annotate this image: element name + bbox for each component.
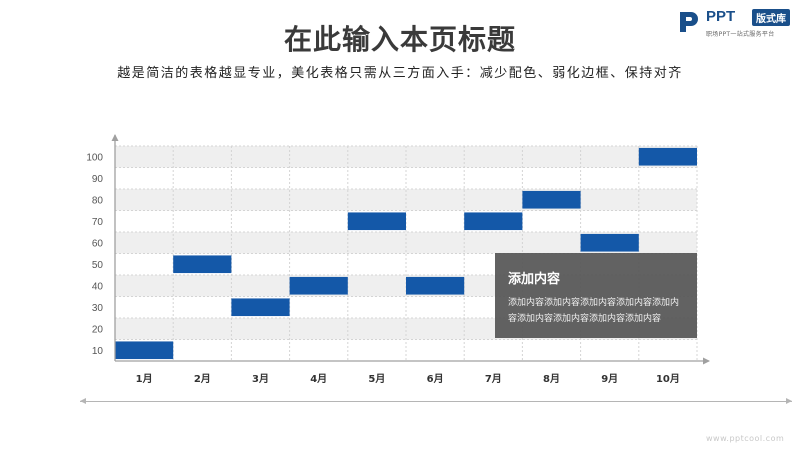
y-tick-labels: 10 20 30 40 50 60 70 80 90 100 bbox=[86, 152, 103, 357]
x-tick-label: 1月 bbox=[136, 373, 153, 385]
timeline-bar bbox=[231, 298, 290, 317]
y-tick-label: 80 bbox=[92, 195, 104, 206]
timeline-bar bbox=[522, 190, 581, 209]
bottom-divider bbox=[80, 398, 792, 404]
x-tick-label: 2月 bbox=[194, 373, 211, 385]
y-tick-label: 10 bbox=[92, 346, 104, 357]
y-tick-label: 30 bbox=[92, 303, 104, 314]
x-tick-label: 4月 bbox=[310, 373, 327, 385]
x-tick-labels: 1月 2月 3月 4月 5月 6月 7月 8月 9月 10月 bbox=[136, 373, 680, 385]
timeline-bar bbox=[638, 147, 697, 166]
y-tick-label: 50 bbox=[92, 260, 104, 271]
x-tick-label: 7月 bbox=[485, 373, 502, 385]
timeline-bar bbox=[173, 255, 232, 274]
logo-badge: 版式库 bbox=[752, 9, 790, 26]
timeline-bar bbox=[115, 341, 174, 360]
grid-band bbox=[115, 146, 697, 168]
x-tick-label: 6月 bbox=[427, 373, 444, 385]
x-axis-arrow-icon bbox=[703, 357, 710, 365]
y-tick-label: 40 bbox=[92, 281, 104, 292]
x-tick-label: 5月 bbox=[368, 373, 385, 385]
chart-bars bbox=[115, 147, 697, 360]
page-subtitle: 越是简洁的表格越显专业，美化表格只需从三方面入手：减少配色、弱化边框、保持对齐 bbox=[117, 66, 683, 81]
logo-name: PPT bbox=[706, 8, 736, 25]
x-tick-label: 3月 bbox=[252, 373, 269, 385]
logo-p-icon bbox=[680, 12, 698, 32]
watermark: www.pptcool.com bbox=[706, 434, 785, 443]
y-tick-label: 70 bbox=[92, 217, 104, 228]
brand-logo[interactable]: PPT 版式库 职场PPT一站式服务平台 bbox=[678, 8, 798, 40]
note-box: 添加内容 添加内容添加内容添加内容添加内容添加内容添加内容添加内容添加内容添加内… bbox=[495, 253, 697, 338]
y-tick-label: 90 bbox=[92, 174, 104, 185]
y-axis-arrow-icon bbox=[111, 134, 119, 141]
timeline-bar bbox=[464, 212, 523, 231]
chart-axes bbox=[111, 134, 710, 365]
timeline-bar bbox=[347, 212, 406, 231]
x-tick-label: 8月 bbox=[543, 373, 560, 385]
timeline-bar bbox=[406, 276, 465, 295]
y-tick-label: 20 bbox=[92, 324, 104, 335]
x-tick-label: 10月 bbox=[656, 373, 680, 385]
x-tick-label: 9月 bbox=[601, 373, 618, 385]
page-title: 在此输入本页标题 bbox=[283, 23, 516, 56]
timeline-bar bbox=[289, 276, 348, 295]
y-tick-label: 60 bbox=[92, 238, 104, 249]
note-title: 添加内容 bbox=[508, 272, 561, 287]
logo-slogan: 职场PPT一站式服务平台 bbox=[706, 31, 775, 38]
timeline-bar bbox=[580, 233, 639, 252]
y-tick-label: 100 bbox=[86, 152, 103, 163]
note-body: 添加内容添加内容添加内容添加内容添加内容添加内容添加内容添加内容添加内容 bbox=[508, 298, 680, 324]
